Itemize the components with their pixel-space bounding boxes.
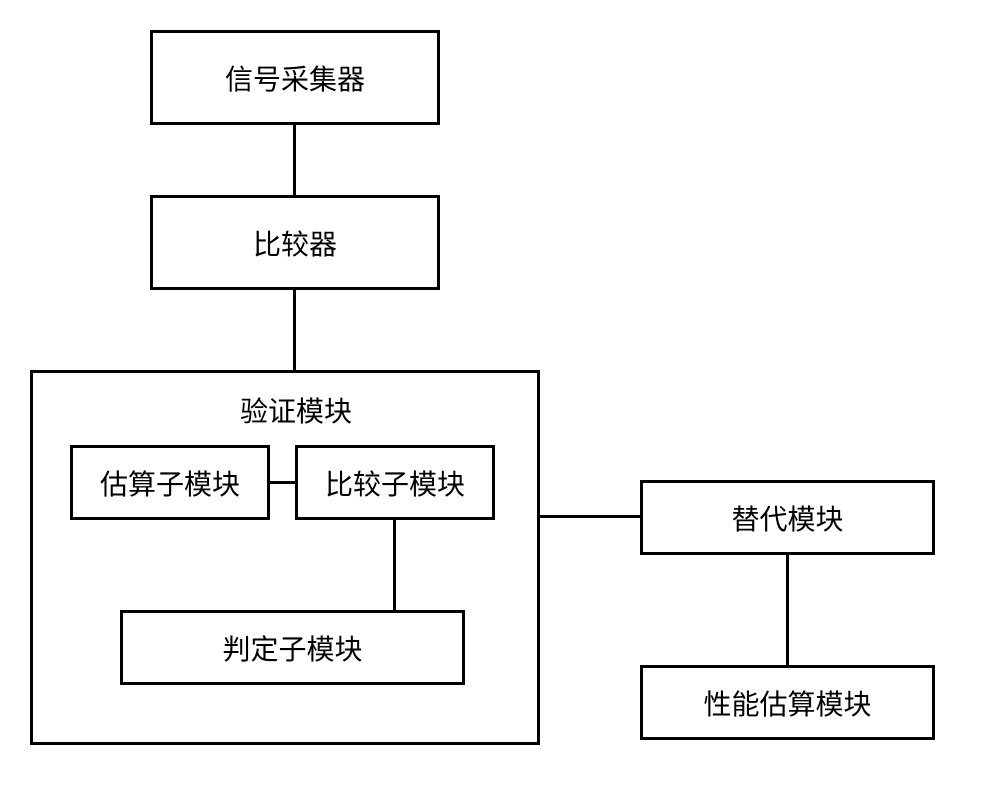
node-label: 判定子模块	[222, 628, 362, 668]
node-estimate-sub: 估算子模块	[70, 445, 270, 520]
node-label: 比较器	[253, 223, 337, 263]
node-perf-estimate: 性能估算模块	[640, 665, 935, 740]
edge-comparator-to-verify	[293, 290, 296, 370]
node-label: 验证模块	[240, 397, 352, 428]
edge-signal-to-comparator	[293, 125, 296, 195]
node-judge-sub: 判定子模块	[120, 610, 465, 685]
node-label: 替代模块	[731, 498, 843, 538]
edge-replace-to-perf	[786, 555, 789, 665]
edge-estimate-to-compare	[270, 481, 295, 484]
node-label: 比较子模块	[325, 463, 465, 503]
node-label: 估算子模块	[100, 463, 240, 503]
verify-module-title: 验证模块	[240, 390, 352, 430]
node-label: 信号采集器	[225, 58, 365, 98]
node-comparator: 比较器	[150, 195, 440, 290]
node-label: 性能估算模块	[703, 683, 871, 723]
node-compare-sub: 比较子模块	[295, 445, 495, 520]
edge-compare-to-judge	[393, 520, 396, 610]
edge-verify-to-replace	[540, 515, 640, 518]
node-replace-module: 替代模块	[640, 480, 935, 555]
node-signal-collector: 信号采集器	[150, 30, 440, 125]
